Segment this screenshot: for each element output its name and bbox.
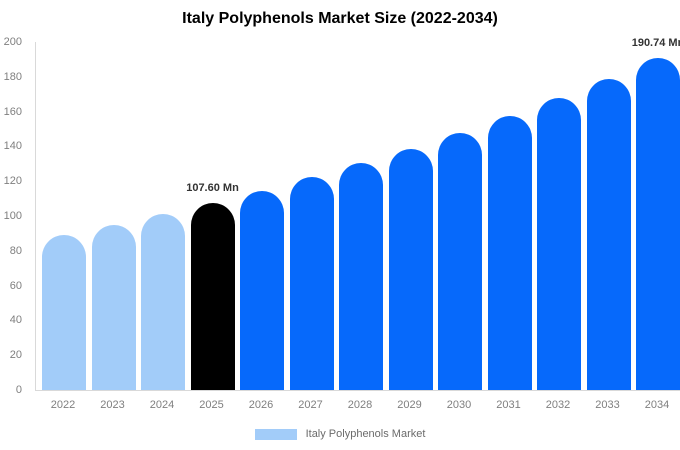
y-tick-40: 40 [9, 314, 22, 327]
bar-2033[interactable] [586, 78, 631, 390]
legend-item[interactable]: Italy Polyphenols Market [0, 426, 680, 442]
x-tick-2031: 2031 [496, 399, 521, 411]
x-tick-2033: 2033 [595, 399, 620, 411]
x-tick-2027: 2027 [298, 399, 323, 411]
y-tick-200: 200 [3, 36, 22, 48]
x-tick-2024: 2024 [149, 399, 175, 411]
bar-2027[interactable] [289, 177, 334, 390]
bar-2025[interactable] [190, 202, 235, 390]
bar-2023[interactable] [91, 225, 136, 390]
x-tick-2023: 2023 [100, 399, 125, 411]
bar-value-label-2034: 190.74 Mn [631, 37, 680, 50]
y-tick-140: 140 [3, 140, 22, 153]
chart-title: Italy Polyphenols Market Size (2022-2034… [182, 10, 498, 27]
x-tick-2025: 2025 [199, 399, 224, 411]
legend-label: Italy Polyphenols Market [305, 428, 426, 440]
bar-2029[interactable] [388, 148, 433, 390]
bar-2026[interactable] [240, 190, 284, 390]
legend-swatch [254, 428, 297, 440]
y-tick-180: 180 [3, 70, 22, 83]
bar-2032[interactable] [537, 97, 581, 390]
y-tick-80: 80 [9, 244, 22, 257]
bar-2031[interactable] [487, 115, 532, 390]
x-tick-2034: 2034 [644, 399, 670, 411]
x-tick-2028: 2028 [347, 399, 373, 411]
x-tick-2029: 2029 [397, 399, 422, 411]
bar-2024[interactable] [141, 214, 185, 390]
x-tick-2026: 2026 [248, 399, 274, 411]
x-tick-2022: 2022 [50, 399, 76, 411]
bar-2030[interactable] [438, 132, 482, 390]
bar-2022[interactable] [42, 235, 86, 390]
plot-area: 107.60 Mn 190.74 Mn [35, 37, 680, 391]
bar-2028[interactable] [339, 163, 383, 390]
bar-2034[interactable] [636, 58, 680, 390]
y-tick-20: 20 [9, 349, 22, 362]
y-tick-60: 60 [9, 279, 22, 292]
y-tick-160: 160 [3, 105, 22, 118]
y-tick-100: 100 [3, 210, 22, 222]
x-tick-2030: 2030 [446, 399, 472, 411]
bar-value-label-2025: 107.60 Mn [186, 181, 239, 194]
y-tick-0: 0 [15, 384, 22, 396]
y-tick-120: 120 [3, 175, 22, 188]
x-tick-2032: 2032 [545, 399, 571, 411]
